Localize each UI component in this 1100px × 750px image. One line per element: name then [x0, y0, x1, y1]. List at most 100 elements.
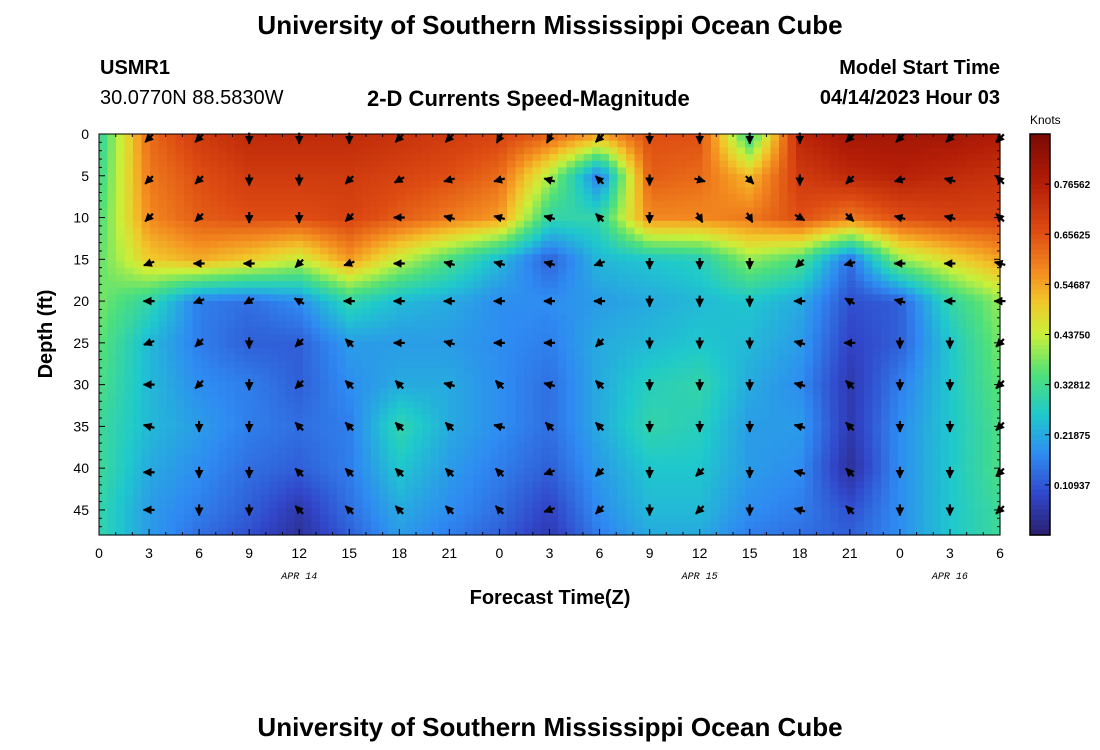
heatmap-cell [396, 314, 406, 322]
heatmap-cell [192, 361, 202, 369]
heatmap-cell [303, 327, 313, 336]
heatmap-cell [796, 361, 806, 369]
heatmap-cell [728, 207, 738, 215]
heatmap-cell [532, 140, 542, 148]
heatmap-cell [515, 134, 525, 142]
heatmap-cell [592, 180, 602, 189]
heatmap-cell [660, 200, 670, 209]
heatmap-cell [141, 160, 151, 169]
heatmap-cell [957, 147, 967, 155]
heatmap-cell [872, 334, 882, 342]
heatmap-cell [277, 180, 287, 189]
heatmap-cell [481, 307, 491, 316]
heatmap-cell [150, 187, 160, 195]
heatmap-cell [983, 147, 993, 155]
heatmap-cell [991, 354, 1001, 362]
heatmap-cell [252, 240, 262, 249]
heatmap-cell [974, 307, 984, 316]
heatmap-cell [337, 207, 347, 215]
heatmap-cell [626, 240, 636, 249]
heatmap-cell [991, 140, 1001, 148]
heatmap-cell [167, 381, 177, 389]
heatmap-cell [651, 227, 661, 235]
heatmap-cell [413, 434, 423, 443]
heatmap-cell [736, 421, 746, 429]
heatmap-cell [107, 374, 117, 382]
heatmap-cell [99, 307, 109, 316]
heatmap-cell [99, 374, 109, 382]
heatmap-cell [898, 334, 908, 342]
heatmap-cell [541, 314, 551, 322]
heatmap-cell [388, 154, 398, 162]
heatmap-cell [277, 367, 287, 376]
heatmap-cell [158, 247, 168, 255]
heatmap-cell [881, 274, 891, 282]
heatmap-cell [915, 414, 925, 422]
heatmap-cell [175, 147, 185, 155]
heatmap-cell [269, 428, 279, 436]
heatmap-cell [286, 394, 296, 402]
heatmap-cell [983, 240, 993, 249]
heatmap-cell [107, 401, 117, 409]
heatmap-cell [711, 167, 721, 175]
heatmap-cell [643, 434, 653, 443]
heatmap-cell [915, 267, 925, 275]
heatmap-cell [932, 187, 942, 195]
heatmap-cell [889, 187, 899, 195]
heatmap-cell [260, 140, 270, 148]
heatmap-cell [549, 160, 559, 169]
heatmap-cell [881, 294, 891, 302]
heatmap-cell [643, 428, 653, 436]
heatmap-cell [609, 247, 619, 255]
plot-title: 2-D Currents Speed-Magnitude [367, 86, 690, 111]
heatmap-cell [575, 200, 585, 209]
heatmap-cell [940, 220, 950, 229]
heatmap-cell [133, 227, 143, 235]
heatmap-cell [541, 327, 551, 336]
heatmap-cell [243, 160, 253, 169]
heatmap-cell [770, 227, 780, 235]
heatmap-cell [541, 361, 551, 369]
heatmap-cell [107, 207, 117, 215]
heatmap-cell [524, 408, 534, 416]
heatmap-cell [107, 240, 117, 249]
heatmap-cell [668, 234, 678, 242]
heatmap-cell [524, 294, 534, 302]
heatmap-cell [379, 408, 389, 416]
heatmap-cell [932, 367, 942, 376]
heatmap-cell [711, 234, 721, 242]
heatmap-cell [405, 187, 415, 195]
heatmap-cell [498, 140, 508, 148]
heatmap-cell [252, 214, 262, 222]
station-id: USMR1 [100, 57, 171, 79]
heatmap-cell [804, 194, 814, 202]
heatmap-cell [779, 281, 789, 289]
heatmap-cell [558, 207, 568, 215]
heatmap-cell [362, 254, 372, 262]
heatmap-cell [133, 394, 143, 402]
heatmap-cell [923, 254, 933, 262]
heatmap-cell [303, 347, 313, 356]
heatmap-cell [566, 260, 576, 269]
heatmap-cell [150, 160, 160, 169]
heatmap-cell [235, 180, 245, 189]
heatmap-cell [906, 247, 916, 255]
heatmap-cell [371, 274, 381, 282]
heatmap-cell [507, 354, 517, 362]
heatmap-cell [320, 281, 330, 289]
heatmap-cell [286, 207, 296, 215]
heatmap-cell [549, 387, 559, 396]
heatmap-cell [694, 341, 704, 349]
heatmap-cell [719, 428, 729, 436]
heatmap-cell [609, 140, 619, 148]
heatmap-cell [813, 174, 823, 182]
heatmap-cell [524, 401, 534, 409]
heatmap-cell [311, 314, 321, 322]
heatmap-cell [515, 160, 525, 169]
heatmap-cell [617, 207, 627, 215]
heatmap-cell [651, 267, 661, 275]
heatmap-cell [847, 227, 857, 235]
heatmap-cell [218, 347, 228, 356]
heatmap-cell [192, 347, 202, 356]
heatmap-cell [677, 387, 687, 396]
